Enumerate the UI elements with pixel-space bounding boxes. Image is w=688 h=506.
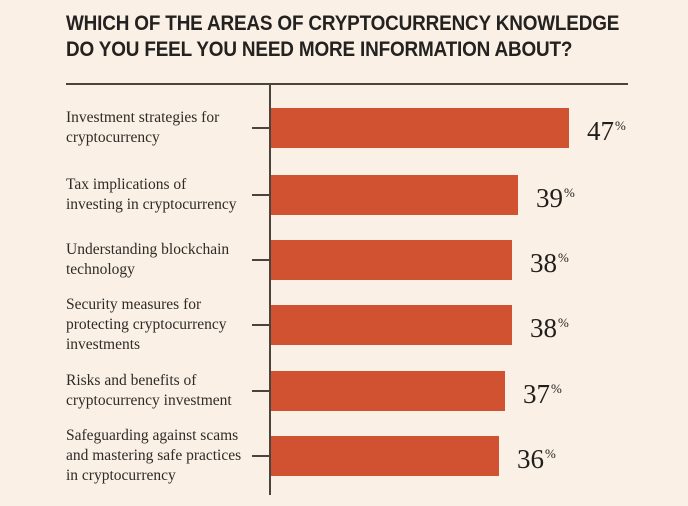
value-label: 47% <box>587 112 626 145</box>
bar-track: 36% <box>271 436 556 476</box>
tick-mark <box>252 259 269 261</box>
value-label: 38% <box>530 309 569 342</box>
bar-track: 38% <box>271 240 569 280</box>
percent-suffix: % <box>558 249 569 265</box>
bar-track: 37% <box>271 371 562 411</box>
percent-suffix: % <box>545 445 556 461</box>
bar-row: Understanding blockchain technology 38% <box>0 240 688 280</box>
bar-row: Safeguarding against scams and mastering… <box>0 427 688 484</box>
bar-category-label: Risks and benefits of cryptocurrency inv… <box>66 372 232 409</box>
value-number: 37 <box>523 378 550 409</box>
tick-mark <box>252 324 269 326</box>
bar <box>271 305 512 345</box>
value-number: 38 <box>530 247 557 278</box>
bar-category-label: Understanding blockchain technology <box>66 241 230 278</box>
bar-category-label: Security measures for protecting cryptoc… <box>66 296 227 353</box>
tick-mark <box>252 194 269 196</box>
bar <box>271 371 505 411</box>
value-label: 39% <box>536 179 575 212</box>
value-number: 47 <box>587 115 614 146</box>
value-number: 39 <box>536 182 563 213</box>
value-number: 36 <box>517 443 544 474</box>
percent-suffix: % <box>615 117 626 133</box>
bar-category-label: Tax implications of investing in cryptoc… <box>66 176 237 213</box>
percent-suffix: % <box>551 380 562 396</box>
chart-top-rule <box>66 83 628 85</box>
value-label: 38% <box>530 244 569 277</box>
chart-title-line-2: DO YOU FEEL YOU NEED MORE INFORMATION AB… <box>66 37 573 61</box>
y-axis-line <box>269 83 271 495</box>
bar-category-label: Investment strategies for cryptocurrency <box>66 109 220 146</box>
bar-row: Tax implications of investing in cryptoc… <box>0 175 688 215</box>
bar-row: Investment strategies for cryptocurrency… <box>0 108 688 148</box>
bar <box>271 240 512 280</box>
bar <box>271 175 518 215</box>
value-number: 38 <box>530 312 557 343</box>
value-label: 36% <box>517 440 556 473</box>
percent-suffix: % <box>564 184 575 200</box>
bar <box>271 108 569 148</box>
percent-suffix: % <box>558 314 569 330</box>
bar-row: Security measures for protecting cryptoc… <box>0 296 688 353</box>
tick-mark <box>252 455 269 457</box>
bar-category-label: Safeguarding against scams and mastering… <box>66 427 242 484</box>
tick-mark <box>252 390 269 392</box>
bar-track: 38% <box>271 305 569 345</box>
bar-track: 39% <box>271 175 575 215</box>
bar-track: 47% <box>271 108 626 148</box>
chart-title: WHICH OF THE AREAS OF CRYPTOCURRENCY KNO… <box>66 10 619 62</box>
bar <box>271 436 499 476</box>
value-label: 37% <box>523 375 562 408</box>
tick-mark <box>252 127 269 129</box>
bar-row: Risks and benefits of cryptocurrency inv… <box>0 371 688 411</box>
chart-title-line-1: WHICH OF THE AREAS OF CRYPTOCURRENCY KNO… <box>66 11 620 35</box>
